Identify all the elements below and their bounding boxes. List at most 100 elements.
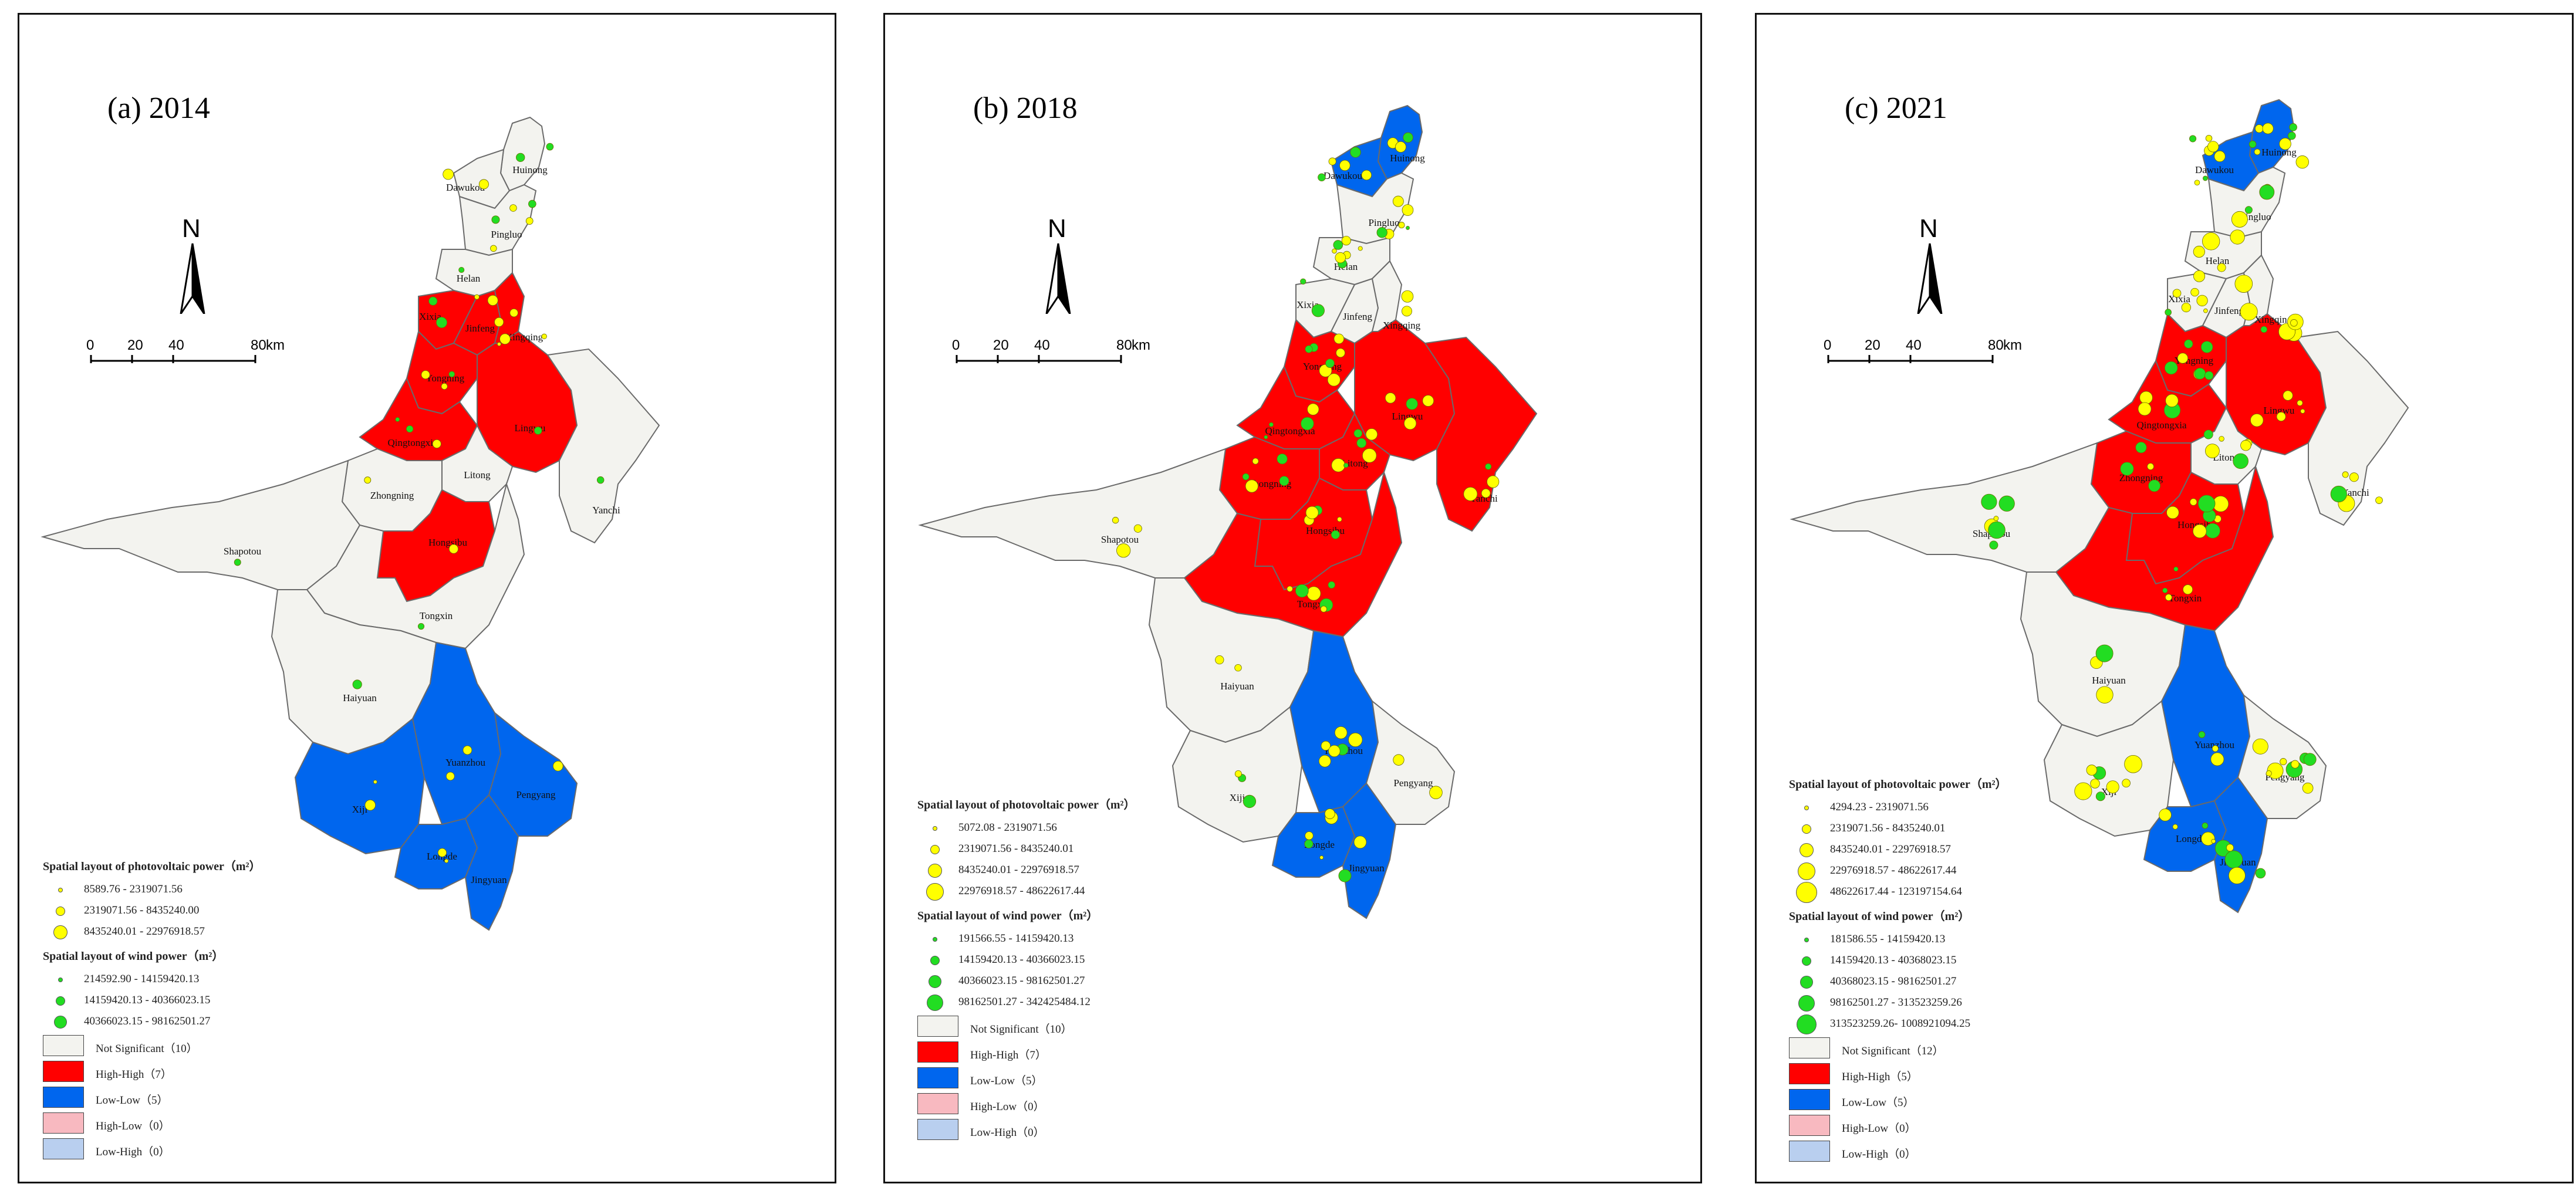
wind-site-marker — [1403, 132, 1413, 143]
wind-site-marker — [2200, 341, 2213, 353]
ningxia-cluster-map: HuinongDawukouPingluoHelanXixiaJinfengXi… — [40, 116, 660, 931]
pv-site-marker — [2166, 506, 2179, 519]
pv-legend-title: Spatial layout of photovoltaic power（m²） — [43, 860, 261, 873]
pv-site-marker — [1306, 586, 1321, 601]
pv-class-label: 8435240.01 - 22976918.57 — [958, 864, 1079, 876]
cluster-legend-item: Low-High（0） — [1789, 1138, 2007, 1164]
cluster-swatch — [917, 1016, 958, 1037]
wind-class-label: 14159420.13 - 40366023.15 — [84, 994, 211, 1006]
cluster-legend-item: High-Low（0） — [43, 1110, 261, 1136]
cluster-legend-item: Not Significant（10） — [917, 1013, 1136, 1039]
wind-site-marker — [1981, 493, 1997, 510]
pv-site-marker — [1463, 486, 1478, 501]
wind-site-marker — [2204, 523, 2220, 539]
wind-class-label: 40366023.15 - 98162501.27 — [84, 1015, 211, 1027]
ningxia-cluster-map: HuinongDawukouPingluoHelanXixiaJinfengXi… — [1790, 99, 2409, 914]
wind-site-marker — [1989, 540, 1998, 550]
pv-symbol-icon — [1800, 843, 1814, 857]
pv-site-marker — [2106, 780, 2119, 794]
pv-symbol-icon — [933, 826, 937, 831]
pv-site-marker — [1358, 246, 1363, 251]
pv-site-marker — [490, 245, 497, 252]
pv-site-marker — [2190, 287, 2199, 297]
wind-site-marker — [1301, 417, 1314, 431]
wind-site-marker — [2198, 731, 2206, 738]
pv-site-marker — [2283, 390, 2293, 401]
pv-site-marker — [2254, 148, 2261, 155]
wind-class-label: 313523259.26- 1008921094.25 — [1830, 1017, 1971, 1030]
county-label-haiyuan: Haiyuan — [1220, 681, 1254, 692]
pv-symbol-icon — [1798, 862, 1815, 880]
pv-legend-item: 8435240.01 - 22976918.57 — [43, 922, 261, 943]
pv-site-marker — [2240, 439, 2251, 451]
scale-tick-label: 20 — [127, 337, 143, 353]
pv-site-marker — [2228, 867, 2246, 884]
county-label-dawukou: Dawukou — [2195, 164, 2234, 175]
scale-tick-label: 80 — [1988, 337, 2004, 353]
pv-site-marker — [1328, 745, 1341, 757]
county-label-xiji: Xiji — [352, 804, 368, 815]
cluster-swatch — [917, 1119, 958, 1140]
pv-symbol-icon — [1804, 806, 1809, 810]
pv-site-marker — [2342, 471, 2349, 478]
county-label-lingwu: Lingwu — [2264, 405, 2295, 416]
county-label-yuanzhou: Yuanzhou — [2195, 739, 2234, 750]
county-label-yuanzhou: Yuanzhou — [445, 757, 485, 768]
pv-site-marker — [445, 772, 455, 781]
pv-site-marker — [1287, 586, 1293, 592]
map-panel-2021: Huinong Dawukou Pingluo Helan Xixia Jinfeng Xi… — [1755, 13, 2574, 1183]
wind-legend-title: Spatial layout of wind power（m²） — [917, 909, 1099, 922]
scale-unit: km — [1132, 337, 1150, 353]
wind-legend-title: Spatial layout of wind power（m²） — [1789, 910, 1970, 923]
wind-site-marker — [1406, 398, 1418, 410]
wind-class-label: 14159420.13 - 40368023.15 — [1830, 954, 1957, 966]
pv-site-marker — [1353, 836, 1367, 849]
cluster-class-label: Not Significant（12） — [1842, 1045, 1944, 1057]
wind-class-label: 40366023.15 - 98162501.27 — [958, 975, 1085, 987]
pv-site-marker — [1335, 252, 1346, 263]
pv-symbol-icon — [1796, 882, 1817, 903]
pv-site-marker — [1403, 417, 1417, 430]
county-pingluo — [1336, 172, 1414, 245]
cluster-swatch — [43, 1061, 84, 1082]
north-label: N — [1919, 214, 1938, 243]
wind-symbol-icon — [58, 977, 63, 982]
pv-site-marker — [2217, 263, 2226, 272]
pv-legend-item: 2319071.56 - 8435240.01 — [1789, 818, 2007, 840]
pv-site-marker — [499, 333, 511, 345]
cluster-class-label: Low-Low（5） — [970, 1075, 1043, 1087]
county-jingyuan — [464, 794, 519, 931]
pv-site-marker — [2165, 594, 2172, 601]
pv-site-marker — [1336, 348, 1345, 358]
wind-legend-item: 40366023.15 - 98162501.27 — [917, 971, 1136, 992]
pv-site-marker — [474, 294, 480, 300]
pv-site-marker — [2254, 124, 2264, 133]
wind-site-marker — [458, 267, 465, 273]
pv-site-marker — [1252, 458, 1259, 465]
pv-legend-item: 8589.76 - 2319071.56 — [43, 880, 261, 901]
pv-site-marker — [1385, 393, 1396, 404]
wind-site-marker — [1331, 530, 1340, 539]
wind-site-marker — [2148, 479, 2161, 492]
pv-site-marker — [2295, 155, 2309, 169]
pv-site-marker — [2219, 436, 2224, 442]
pv-site-marker — [2349, 472, 2359, 482]
wind-symbol-icon — [1800, 976, 1813, 989]
pv-site-marker — [497, 341, 501, 346]
scale-bar: 0 20 40 80 km — [86, 337, 348, 384]
county-label-haiyuan: Haiyuan — [2092, 675, 2126, 686]
pv-site-marker — [1487, 475, 1500, 488]
pv-class-label: 5072.08 - 2319071.56 — [958, 821, 1057, 834]
pv-site-marker — [2207, 141, 2219, 153]
pv-site-marker — [1334, 726, 1348, 739]
north-arrow-icon: N — [1906, 214, 1953, 314]
pv-site-marker — [2165, 394, 2179, 407]
county-label-pingluo: Pingluo — [1369, 217, 1400, 228]
pv-class-label: 22976918.57 - 48622617.44 — [958, 885, 1085, 897]
pv-site-marker — [2231, 211, 2248, 228]
wind-site-marker — [1350, 147, 1361, 158]
county-shapotou — [40, 459, 361, 590]
county-label-lingwu: Lingwu — [1392, 411, 1423, 422]
pv-site-marker — [552, 760, 563, 772]
wind-site-marker — [234, 559, 241, 566]
